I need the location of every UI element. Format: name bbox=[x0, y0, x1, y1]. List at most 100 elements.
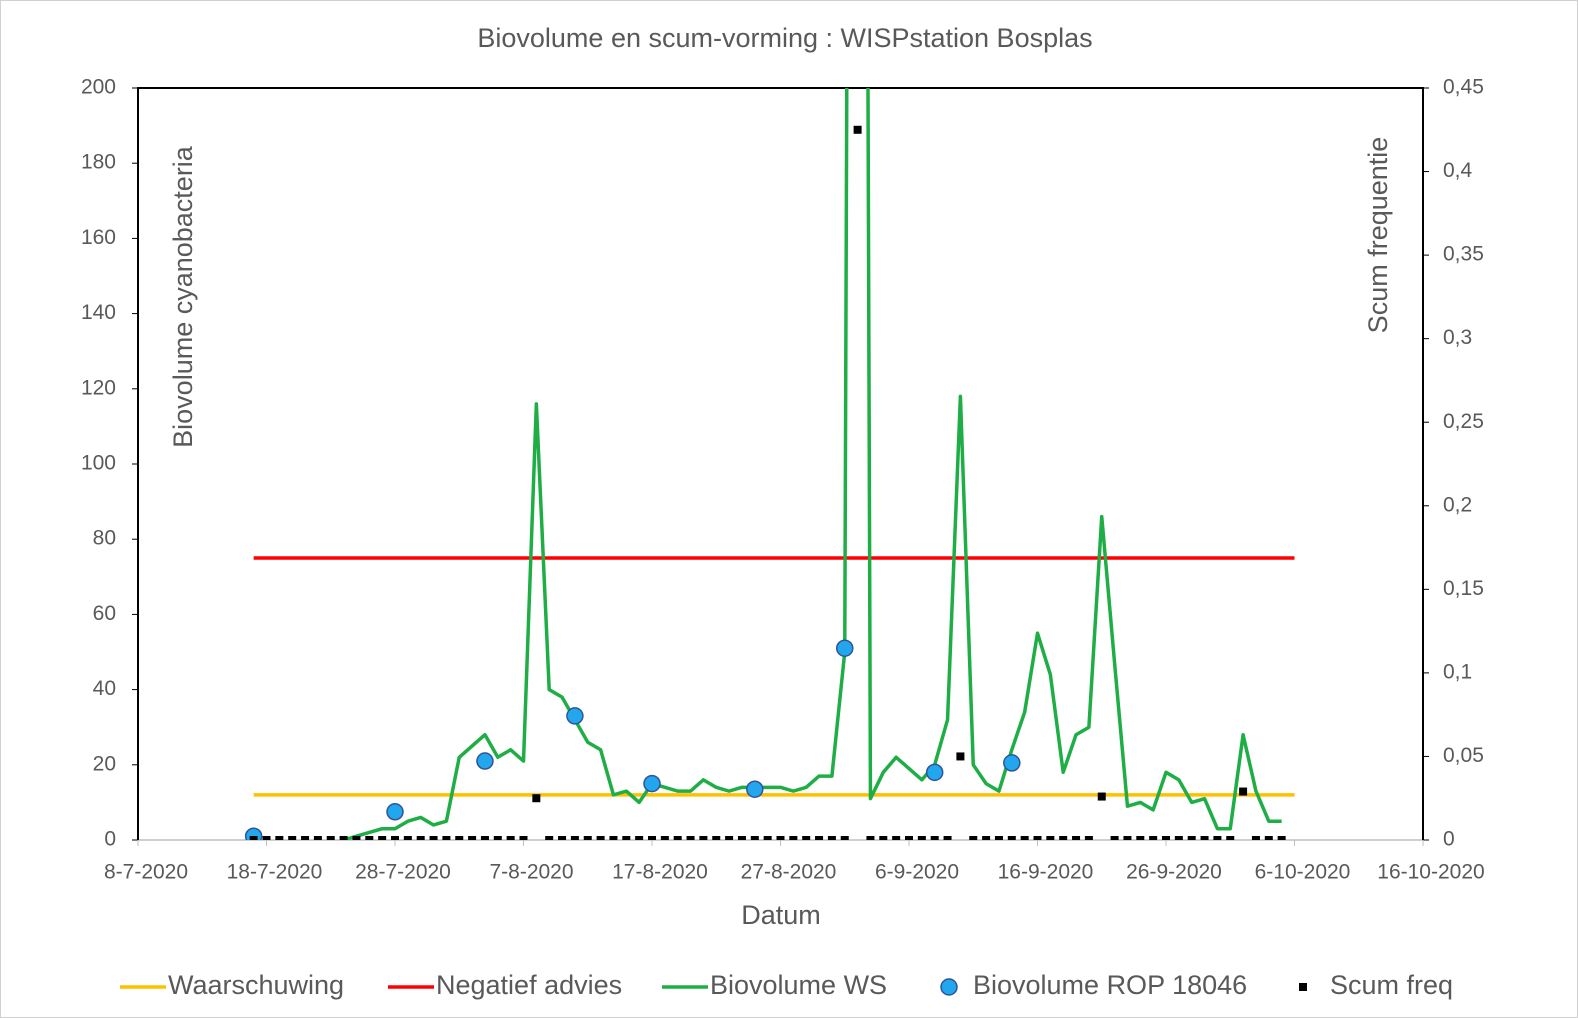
data-point bbox=[249, 836, 258, 840]
data-point bbox=[1003, 754, 1021, 772]
data-point bbox=[596, 836, 605, 840]
data-point bbox=[1277, 836, 1286, 840]
data-point bbox=[1239, 787, 1248, 796]
y-tick-label: 40 bbox=[93, 677, 116, 700]
data-point bbox=[365, 836, 374, 840]
data-point bbox=[403, 836, 412, 840]
legend-label: Scum freq bbox=[1330, 970, 1453, 1000]
data-point bbox=[1213, 836, 1222, 840]
data-point bbox=[416, 836, 425, 840]
data-point bbox=[493, 836, 502, 840]
data-point bbox=[673, 836, 682, 840]
data-point bbox=[1264, 836, 1273, 840]
data-point bbox=[789, 836, 798, 840]
data-point bbox=[622, 836, 631, 840]
data-point bbox=[480, 836, 489, 840]
data-point bbox=[506, 836, 515, 840]
y2-tick-label: 0,2 bbox=[1443, 493, 1472, 516]
y-tick-label: 80 bbox=[93, 527, 116, 550]
data-point bbox=[635, 836, 644, 840]
data-point bbox=[956, 752, 965, 761]
data-point bbox=[1200, 836, 1209, 840]
data-point bbox=[943, 836, 952, 840]
x-tick-label: 6-10-2020 bbox=[1255, 861, 1351, 884]
legend-label: Biovolume WS bbox=[710, 970, 887, 1000]
data-point bbox=[802, 836, 811, 840]
x-tick-label: 8-7-2020 bbox=[104, 861, 188, 884]
data-point bbox=[1110, 836, 1119, 840]
data-point bbox=[737, 836, 746, 840]
y2-tick-label: 0,45 bbox=[1443, 76, 1484, 99]
data-point bbox=[558, 836, 567, 840]
y2-tick-label: 0,35 bbox=[1443, 243, 1484, 266]
data-point bbox=[660, 836, 669, 840]
y-tick-label: 20 bbox=[93, 752, 116, 775]
y2-axis-label: Scum frequentie bbox=[1363, 137, 1393, 334]
series-line bbox=[343, 88, 1282, 840]
y-tick-label: 60 bbox=[93, 602, 116, 625]
data-point bbox=[1097, 792, 1106, 801]
data-point bbox=[1136, 836, 1145, 840]
y2-tick-label: 0 bbox=[1443, 828, 1455, 851]
data-point bbox=[1033, 836, 1042, 840]
data-point bbox=[994, 836, 1003, 840]
data-point bbox=[583, 836, 592, 840]
data-point bbox=[840, 836, 849, 840]
data-point bbox=[455, 836, 464, 840]
data-point bbox=[476, 752, 494, 770]
x-tick-label: 16-9-2020 bbox=[998, 861, 1094, 884]
data-point bbox=[1226, 836, 1235, 840]
data-point bbox=[386, 803, 404, 821]
data-point bbox=[468, 836, 477, 840]
y-tick-label: 160 bbox=[81, 226, 116, 249]
data-point bbox=[313, 836, 322, 840]
data-point bbox=[301, 836, 310, 840]
data-point bbox=[699, 836, 708, 840]
y-axis-label: Biovolume cyanobacteria bbox=[168, 145, 198, 448]
data-point bbox=[1020, 836, 1029, 840]
series-layer bbox=[244, 88, 1295, 840]
y2-tick-label: 0,3 bbox=[1443, 326, 1472, 349]
y2-tick-label: 0,1 bbox=[1443, 660, 1472, 683]
x-tick-label: 26-9-2020 bbox=[1126, 861, 1222, 884]
data-point bbox=[1123, 836, 1132, 840]
y2-tick-label: 0,25 bbox=[1443, 410, 1484, 433]
data-point bbox=[566, 707, 584, 725]
y-tick-label: 180 bbox=[81, 151, 116, 174]
y2-tick-label: 0,05 bbox=[1443, 744, 1484, 767]
data-point bbox=[836, 639, 854, 657]
data-point bbox=[262, 836, 271, 840]
x-tick-label: 17-8-2020 bbox=[612, 861, 708, 884]
data-point bbox=[442, 836, 451, 840]
data-point bbox=[879, 836, 888, 840]
data-point bbox=[982, 836, 991, 840]
data-point bbox=[866, 836, 875, 840]
data-point bbox=[892, 836, 901, 840]
x-axis-label: Datum bbox=[741, 900, 821, 930]
legend-label: Waarschuwing bbox=[168, 970, 344, 1000]
data-point bbox=[352, 836, 361, 840]
legend-label: Biovolume ROP 18046 bbox=[973, 970, 1247, 1000]
x-tick-label: 16-10-2020 bbox=[1377, 861, 1484, 884]
data-point bbox=[643, 774, 661, 793]
data-point bbox=[827, 836, 836, 840]
data-point bbox=[532, 794, 541, 803]
legend-swatch bbox=[940, 978, 958, 996]
data-point bbox=[686, 836, 695, 840]
x-tick-label: 18-7-2020 bbox=[227, 861, 323, 884]
data-point bbox=[750, 836, 759, 840]
data-point bbox=[1084, 836, 1093, 840]
data-point bbox=[1072, 836, 1081, 840]
data-point bbox=[1007, 836, 1016, 840]
legend-label: Negatief advies bbox=[436, 970, 622, 1000]
data-point bbox=[326, 836, 335, 840]
y-tick-label: 200 bbox=[81, 76, 116, 99]
data-point bbox=[339, 836, 348, 840]
y-tick-label: 0 bbox=[104, 828, 116, 851]
y2-tick-label: 0,15 bbox=[1443, 577, 1484, 600]
data-point bbox=[763, 836, 772, 840]
data-point bbox=[969, 836, 978, 840]
data-point bbox=[1251, 836, 1260, 840]
